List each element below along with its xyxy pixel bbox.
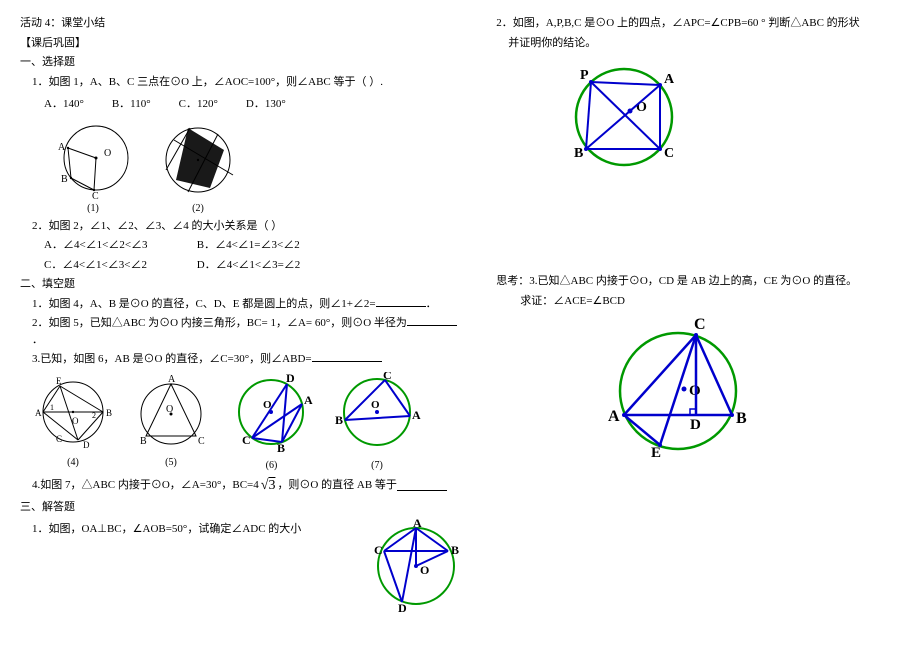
fill-1: 1．如图 4，A、B 是⊙O 的直径，C、D、E 都是圆上的点，则∠1+∠2= ．	[32, 296, 466, 313]
svg-text:C: C	[56, 434, 62, 444]
figure-2: (2)	[148, 120, 248, 214]
rq2-line2: 并证明你的结论。	[508, 35, 900, 52]
svg-text:A: A	[35, 408, 42, 418]
fig4-caption: (4)	[28, 457, 118, 468]
blank-3	[312, 351, 382, 362]
q1-opt-c: C．120°	[179, 96, 218, 113]
fig2-caption: (2)	[148, 203, 248, 214]
figure-4: AB O E CD 12 (4)	[28, 374, 118, 468]
svg-text:C: C	[198, 436, 205, 447]
svg-text:B: B	[140, 436, 147, 447]
q2-opt-c: C．∠4<∠1<∠3<∠2	[44, 257, 194, 274]
figure-r2: O C A B D E	[596, 315, 900, 468]
svg-text:A: A	[58, 142, 66, 153]
consolidation-heading: 【课后巩固】	[20, 35, 466, 52]
fill-3-text: 3.已知，如图 6，AB 是⊙O 的直径，∠C=30°，则∠ABD=	[32, 353, 312, 365]
fill-4-text-a: 4.如图 7，△ABC 内接于⊙O，∠A=30°，BC=4	[32, 477, 259, 494]
activity-title: 活动 4：课堂小结	[20, 15, 466, 32]
fig6-caption: (6)	[224, 460, 319, 471]
svg-text:B: B	[451, 543, 459, 557]
section-3-heading: 三、解答题	[20, 499, 466, 516]
svg-text:D: D	[690, 417, 701, 433]
rq2-line1: 2．如图，A,P,B,C 是⊙O 上的四点，∠APC=∠CPB=60 ° 判断△…	[496, 15, 900, 32]
svg-text:C: C	[92, 191, 99, 200]
svg-text:O: O	[371, 399, 380, 411]
svg-text:A: A	[412, 408, 421, 422]
solve-1: 1．如图，OA⊥BC，∠AOB=50°，试确定∠ADC 的大小	[32, 521, 346, 538]
left-column: 活动 4：课堂小结 【课后巩固】 一、选择题 1．如图 1，A、B、C 三点在⊙…	[20, 12, 466, 616]
svg-text:B: B	[277, 441, 285, 455]
fill-4: 4.如图 7，△ABC 内接于⊙O，∠A=30°，BC=4 √3 ，则⊙O 的直…	[32, 475, 466, 496]
svg-text:C: C	[242, 433, 251, 447]
section-1-heading: 一、选择题	[20, 54, 466, 71]
q1-opt-b: B．110°	[112, 96, 151, 113]
svg-text:A: A	[608, 408, 620, 425]
prove-line: 求证：∠ACE=∠BCD	[520, 293, 900, 310]
think-line: 思考：3.已知△ABC 内接于⊙O，CD 是 AB 边上的高，CE 为⊙O 的直…	[496, 273, 900, 290]
figure-5: O A B C (5)	[126, 374, 216, 468]
svg-text:O: O	[420, 563, 429, 577]
fig1-caption: (1)	[48, 203, 138, 214]
figure-6: O A B C D (6)	[224, 372, 319, 471]
q1-opt-d: D．130°	[246, 96, 286, 113]
q2-row1: A．∠4<∠1<∠2<∠3 B．∠4<∠1=∠3<∠2	[44, 237, 466, 254]
figure-7: O A B C (7)	[327, 372, 427, 471]
fill-3: 3.已知，如图 6，AB 是⊙O 的直径，∠C=30°，则∠ABD=	[32, 351, 466, 368]
svg-text:P: P	[580, 68, 589, 83]
svg-text:A: A	[664, 72, 675, 87]
svg-text:B: B	[736, 410, 747, 427]
blank-4	[397, 480, 447, 491]
svg-text:E: E	[651, 445, 661, 461]
q1-options: A．140° B．110° C．120° D．130°	[44, 96, 286, 113]
q2-opt-a: A．∠4<∠1<∠2<∠3	[44, 237, 194, 254]
fill-2-end: ．	[32, 334, 43, 346]
svg-text:O: O	[104, 148, 111, 159]
sqrt3-icon: √3	[261, 475, 276, 496]
figure-r1: O P A B C	[556, 57, 900, 180]
figure-1: O A B C (1)	[48, 120, 138, 214]
fill-1-end: ．	[426, 298, 437, 310]
svg-text:B: B	[106, 408, 112, 418]
q2-text: 2．如图 2，∠1、∠2、∠3、∠4 的大小关系是（ ）	[32, 218, 466, 235]
q2-opt-b: B．∠4<∠1=∠3<∠2	[197, 239, 300, 251]
q1-opt-a: A．140°	[44, 96, 84, 113]
svg-text:C: C	[664, 146, 674, 161]
fill-1-text: 1．如图 4，A、B 是⊙O 的直径，C、D、E 都是圆上的点，则∠1+∠2=	[32, 298, 376, 310]
q1-text: 1．如图 1，A、B、C 三点在⊙O 上，∠AOC=100°，则∠ABC 等于（…	[32, 74, 466, 91]
svg-text:B: B	[61, 174, 68, 185]
fill-2-text: 2．如图 5，已知△ABC 为⊙O 内接三角形，BC= 1，∠A= 60°，则⊙…	[32, 317, 407, 329]
fig5-caption: (5)	[126, 457, 216, 468]
svg-text:C: C	[694, 316, 706, 333]
svg-text:A: A	[304, 393, 313, 407]
fig-row-1: O A B C (1)	[48, 120, 466, 214]
svg-text:B: B	[335, 413, 343, 427]
fig7-caption: (7)	[327, 460, 427, 471]
fill-2: 2．如图 5，已知△ABC 为⊙O 内接三角形，BC= 1，∠A= 60°，则⊙…	[32, 315, 466, 348]
right-column: 2．如图，A,P,B,C 是⊙O 上的四点，∠APC=∠CPB=60 ° 判断△…	[496, 12, 900, 616]
fill-4-text-b: ，则⊙O 的直径 AB 等于	[277, 477, 396, 494]
blank-1	[376, 296, 426, 307]
svg-text:A: A	[168, 374, 176, 385]
svg-text:B: B	[574, 146, 583, 161]
svg-text:C: C	[374, 543, 383, 557]
svg-text:O: O	[166, 404, 173, 415]
q2-row2: C．∠4<∠1<∠3<∠2 D．∠4<∠1<∠3=∠2	[44, 257, 466, 274]
fig-row-2: A B O E C D 1 2 (4) O A	[28, 372, 466, 471]
section-2-heading: 二、填空题	[20, 276, 466, 293]
blank-2	[407, 315, 457, 326]
svg-text:D: D	[83, 440, 90, 450]
svg-text:D: D	[286, 372, 295, 385]
figure-solve-1: O A C B D	[366, 518, 466, 616]
svg-text:D: D	[398, 601, 407, 613]
svg-text:C: C	[383, 372, 392, 382]
svg-text:E: E	[56, 376, 62, 386]
svg-text:1: 1	[50, 403, 54, 412]
svg-text:2: 2	[92, 411, 96, 420]
q2-opt-d: D．∠4<∠1<∠3=∠2	[197, 259, 301, 271]
